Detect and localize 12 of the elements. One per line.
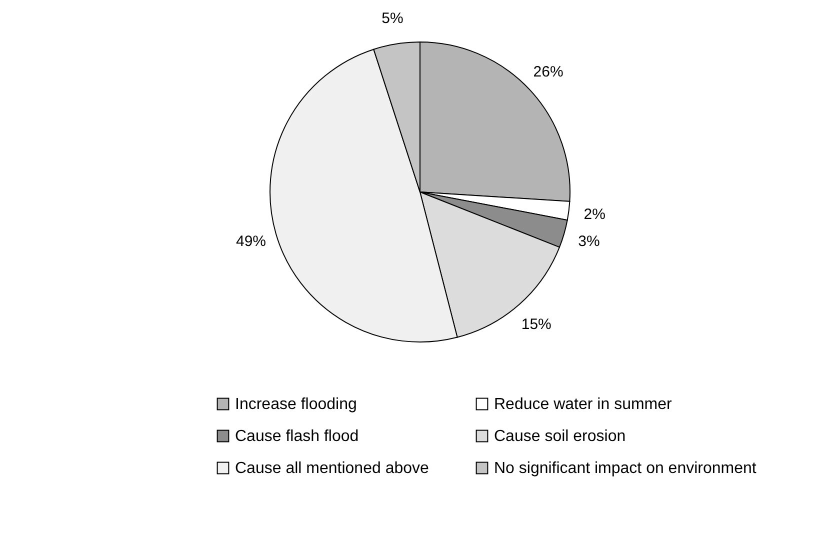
data-label: 49% bbox=[236, 233, 266, 250]
legend-label: Increase flooding bbox=[235, 396, 357, 413]
data-label: 5% bbox=[382, 10, 404, 28]
data-label: 15% bbox=[521, 316, 552, 334]
data-label: 26% bbox=[533, 64, 564, 81]
data-label: 2% bbox=[584, 206, 606, 224]
legend-label: No significant impact on environment bbox=[494, 460, 757, 477]
data-label: 3% bbox=[578, 233, 600, 250]
legend-label: Reduce water in summer bbox=[494, 396, 673, 413]
legend-label: Cause all mentioned above bbox=[235, 460, 430, 477]
legend-label: Cause soil erosion bbox=[494, 428, 626, 445]
legend-label: Cause flash flood bbox=[235, 428, 359, 445]
